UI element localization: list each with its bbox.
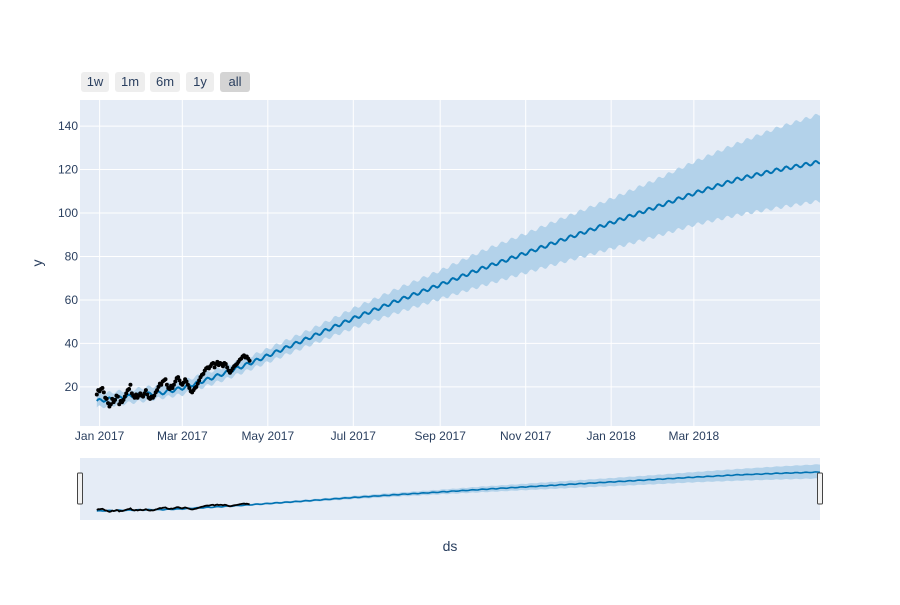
x-tick-label: Nov 2017	[500, 429, 552, 443]
actual-point	[145, 392, 150, 397]
actual-point	[212, 365, 217, 370]
y-tick-label: 120	[58, 163, 78, 177]
actual-point	[132, 395, 137, 400]
y-tick-label: 60	[65, 293, 79, 307]
actual-point	[225, 365, 230, 370]
range-slider-actual	[96, 502, 250, 513]
actual-point	[185, 382, 190, 387]
actual-point	[155, 388, 160, 393]
plot-layer	[94, 113, 820, 409]
actual-point	[187, 385, 192, 390]
actual-point	[164, 382, 169, 387]
actual-point	[223, 362, 228, 367]
actual-point	[195, 381, 200, 386]
actual-point	[173, 379, 178, 384]
actual-point	[194, 384, 199, 389]
y-axis-title: y	[29, 260, 45, 267]
range-slider-band	[96, 464, 821, 513]
actual-point	[143, 388, 148, 393]
actual-point	[197, 378, 202, 383]
x-tick-label: Sep 2017	[414, 429, 466, 443]
y-tick-label: 40	[65, 336, 79, 350]
actual-point	[104, 396, 109, 401]
actual-point	[163, 377, 168, 382]
actual-point	[152, 393, 157, 398]
actual-point	[159, 382, 164, 387]
range-slider-line	[96, 471, 821, 512]
actual-point	[100, 385, 105, 390]
range-button-6m[interactable]: 6m	[150, 72, 180, 92]
x-tick-label: May 2017	[241, 429, 294, 443]
range-button-1y[interactable]: 1y	[186, 72, 214, 92]
actual-point	[170, 385, 175, 390]
plot-background	[80, 100, 820, 426]
actual-point	[101, 390, 106, 395]
actual-point	[247, 358, 252, 363]
actual-point	[113, 397, 118, 402]
actual-point	[156, 384, 161, 389]
actual-point	[94, 392, 99, 397]
actual-point	[201, 371, 206, 376]
range-button-1w[interactable]: 1w	[81, 72, 109, 92]
x-tick-label: Jul 2017	[331, 429, 377, 443]
range-button-all[interactable]: all	[220, 72, 250, 92]
actual-point	[122, 394, 127, 399]
y-tick-label: 100	[58, 206, 78, 220]
actual-point	[124, 391, 129, 396]
range-slider-right-handle[interactable]	[817, 472, 823, 505]
range-slider-left-handle[interactable]	[77, 472, 83, 505]
range-button-1m[interactable]: 1m	[115, 72, 145, 92]
actual-point	[121, 397, 126, 402]
x-tick-label: Jan 2018	[586, 429, 636, 443]
actual-point	[177, 378, 182, 383]
x-tick-label: Jan 2017	[75, 429, 125, 443]
actual-point	[220, 364, 225, 369]
x-tick-label: Mar 2017	[157, 429, 208, 443]
actual-point	[176, 375, 181, 380]
actual-point	[184, 379, 189, 384]
actual-point	[171, 382, 176, 387]
y-tick-label: 140	[58, 119, 78, 133]
y-tick-label: 80	[65, 249, 79, 263]
actual-point	[117, 402, 122, 407]
x-tick-label: Mar 2018	[669, 429, 720, 443]
y-tick-label: 20	[65, 380, 79, 394]
forecast-line	[96, 159, 820, 403]
actual-point	[128, 382, 133, 387]
x-axis-title: ds	[443, 538, 458, 554]
actual-point	[108, 402, 113, 407]
actual-point	[127, 387, 132, 392]
actual-point	[141, 394, 146, 399]
actual-point	[115, 394, 120, 399]
uncertainty-band	[96, 113, 820, 409]
